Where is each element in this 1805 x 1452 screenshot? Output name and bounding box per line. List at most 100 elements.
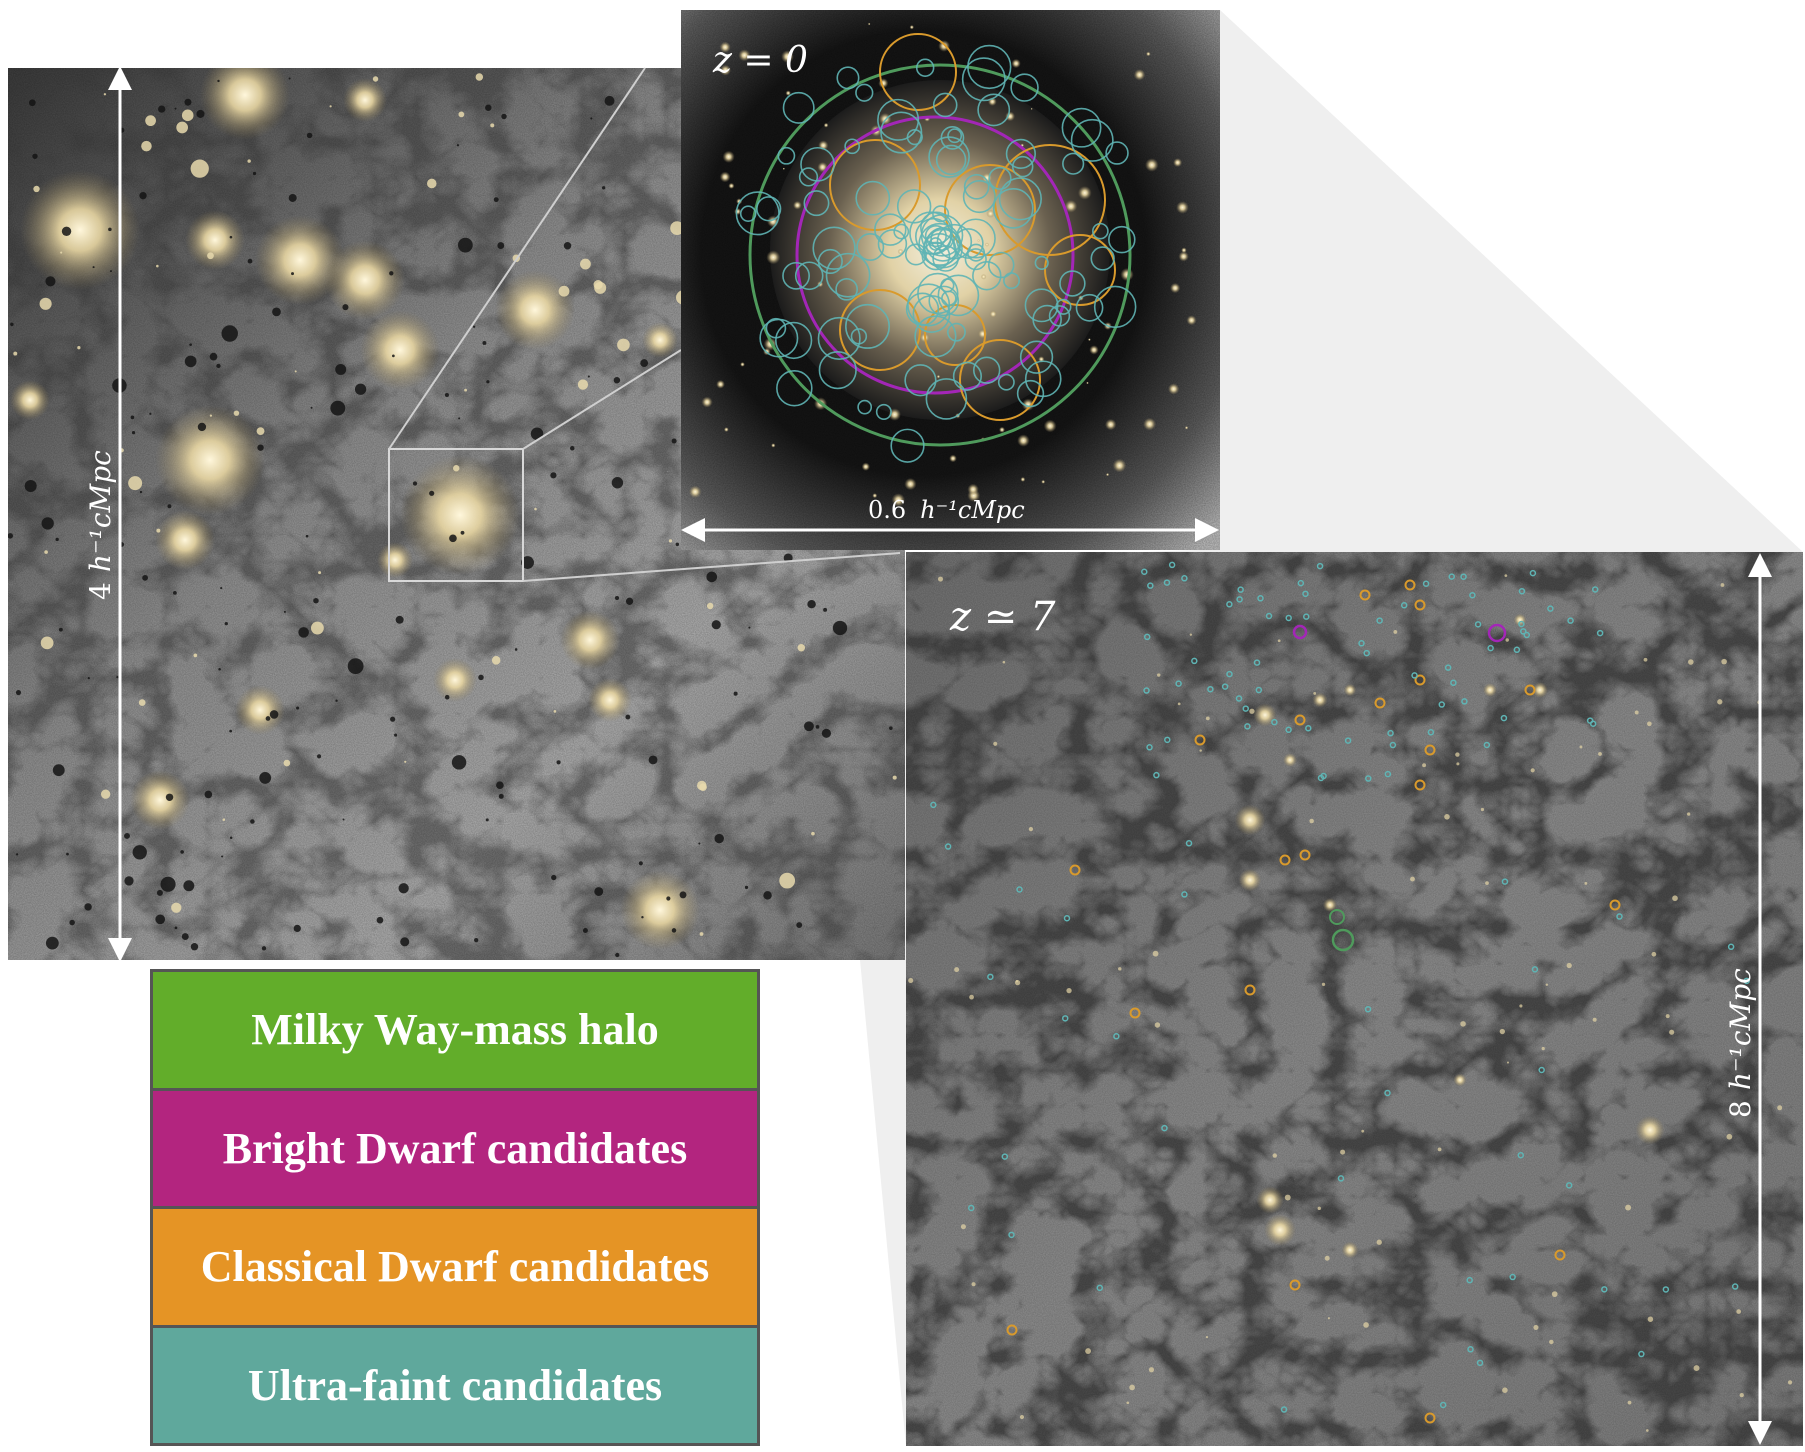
subhalo-glow <box>1030 107 1033 110</box>
subhalo-dot <box>184 98 192 106</box>
subhalo-dot <box>486 380 490 384</box>
protohalo-knot <box>1665 1014 1670 1019</box>
subhalo-dot <box>796 922 803 929</box>
protohalo-knot <box>1532 682 1548 698</box>
subhalo-dot <box>577 379 589 390</box>
subhalo-dot <box>259 771 272 784</box>
ultra-faint-marker <box>1483 741 1491 749</box>
ultra-faint-circle <box>932 92 958 118</box>
subhalo-glow <box>1005 111 1016 122</box>
ultra-faint-circle <box>972 356 1001 384</box>
subhalo-dot <box>648 755 658 765</box>
subhalo-dot <box>496 781 504 789</box>
ultra-faint-marker <box>1538 1066 1545 1074</box>
ultra-faint-circle <box>937 274 980 317</box>
subhalo-glow <box>999 426 1006 433</box>
ultra-faint-circle <box>1010 73 1039 102</box>
subhalo-glow <box>782 167 785 170</box>
subhalo-glow <box>1017 434 1030 447</box>
protohalo-knot <box>1634 710 1639 715</box>
ultra-faint-marker <box>1450 679 1457 687</box>
ultra-faint-marker <box>1061 1015 1069 1022</box>
subhalo-glow <box>1143 417 1157 431</box>
subhalo-glow <box>1043 419 1057 433</box>
subhalo-dot <box>209 352 218 361</box>
ultra-faint-marker <box>1271 718 1278 726</box>
subhalo-glow <box>740 362 745 367</box>
protohalo-knot <box>1283 753 1297 767</box>
ultra-faint-circle <box>992 187 1034 229</box>
ultra-faint-circle <box>855 83 874 102</box>
legend-label: Bright Dwarf candidates <box>222 1123 688 1173</box>
protohalo-knot <box>1726 1133 1733 1140</box>
subhalo-dot <box>821 728 832 738</box>
subhalo-dot <box>60 251 63 254</box>
classical-dwarf-marker <box>1289 1279 1301 1291</box>
ultra-faint-circle <box>877 98 920 141</box>
protohalo-knot <box>1533 1324 1539 1330</box>
subhalo-dot <box>124 832 130 839</box>
ultra-faint-marker <box>1168 561 1176 569</box>
protohalo-knot <box>1437 1147 1442 1152</box>
protohalo-knot <box>1549 1339 1554 1345</box>
subhalo-dot <box>625 714 631 720</box>
subhalo-dot <box>329 105 332 108</box>
subhalo-dot <box>52 764 65 777</box>
protohalo-knot <box>1313 691 1317 695</box>
protohalo-knot <box>1566 962 1572 969</box>
subhalo-dot <box>184 355 197 368</box>
subhalo-dot <box>167 504 172 509</box>
subhalo-dot <box>156 528 161 533</box>
ultra-faint-marker <box>1467 1346 1474 1353</box>
subhalo-glow <box>1178 251 1189 262</box>
subhalo-dot <box>44 550 48 554</box>
ultra-faint-circle <box>915 58 935 78</box>
halo-glow <box>560 610 620 670</box>
subhalo-dot <box>229 836 233 840</box>
subhalo-dot <box>335 363 347 375</box>
halo-glow <box>620 870 700 950</box>
ultra-faint-circle <box>914 315 957 358</box>
protohalo-knot <box>1545 983 1549 986</box>
subhalo-dot <box>293 924 301 933</box>
subhalo-dot <box>679 891 687 899</box>
protohalo-knot <box>1272 1153 1277 1158</box>
legend-label: Milky Way-mass halo <box>251 1005 659 1055</box>
ultra-faint-marker <box>1016 886 1023 893</box>
ultra-faint-circle <box>905 292 940 326</box>
protohalo-knot <box>1643 657 1648 662</box>
left-scale-label: 4h⁻¹cMpc <box>84 450 117 600</box>
subhalo-dot <box>394 733 398 737</box>
subhalo-dot <box>744 885 749 890</box>
subhalo-glow <box>904 477 917 491</box>
ultra-faint-marker <box>1444 664 1452 671</box>
subhalo-dot <box>165 793 174 802</box>
ultra-faint-marker <box>1207 685 1214 693</box>
subhalo-glow <box>861 462 871 471</box>
subhalo-dot <box>288 77 291 80</box>
subhalo-dot <box>156 889 163 896</box>
halo-glow <box>10 380 50 420</box>
protohalo-knot <box>1579 745 1583 749</box>
subhalo-dot <box>174 107 177 110</box>
protohalo-knot <box>1777 1105 1783 1111</box>
legend-item-classical-dwarf: Classical Dwarf candidates <box>153 1209 757 1328</box>
subhalo-dot <box>141 140 152 152</box>
subhalo-glow <box>872 493 878 499</box>
ultra-faint-circle <box>963 173 990 200</box>
classical-dwarf-marker <box>1414 779 1426 791</box>
ultra-faint-marker <box>1387 729 1394 737</box>
ultra-faint-marker <box>1316 562 1324 570</box>
ultra-faint-circle <box>1011 155 1034 178</box>
subhalo-dot <box>189 343 192 347</box>
ultra-faint-marker <box>1501 878 1509 885</box>
ultra-faint-circle <box>967 44 1012 90</box>
ultra-faint-circle <box>1090 246 1115 271</box>
protohalo-knot <box>1625 1204 1632 1211</box>
subhalo-dot <box>551 874 557 881</box>
subhalo-dot <box>269 710 279 719</box>
subhalo-dot <box>613 376 621 384</box>
ultra-faint-circle <box>893 223 910 240</box>
subhalo-dot <box>288 194 297 202</box>
subhalo-dot <box>485 818 489 822</box>
